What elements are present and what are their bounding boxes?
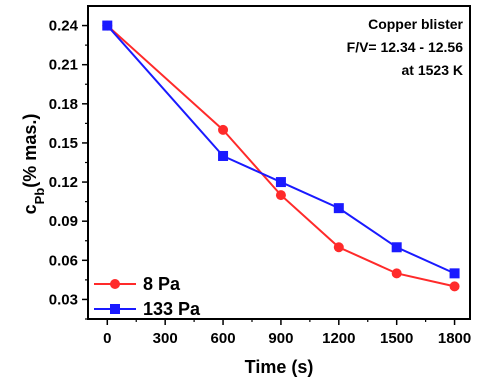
data-point xyxy=(102,20,113,31)
x-tick-label: 1800 xyxy=(438,330,471,347)
data-point xyxy=(275,190,286,201)
legend: 8 Pa 133 Pa xyxy=(94,274,201,319)
annotation-line-2: F/V= 12.34 - 12.56 xyxy=(347,39,464,55)
x-tick-label: 300 xyxy=(153,330,178,347)
x-tick-label: 0 xyxy=(103,330,111,347)
y-axis-title: cPb(% mas.) xyxy=(20,114,47,215)
annotation-line-1: Copper blister xyxy=(368,16,463,32)
legend-item-8pa: 8 Pa xyxy=(94,274,181,294)
legend-marker-133pa xyxy=(110,304,120,314)
data-point xyxy=(391,268,402,279)
y-tick-label: 0.12 xyxy=(49,174,78,191)
legend-label-133pa: 133 Pa xyxy=(143,299,201,319)
data-point xyxy=(449,268,460,279)
y-axis: 0.03 0.06 0.09 0.12 0.15 0.18 0.21 0.24 xyxy=(49,18,88,320)
x-tick-label: 1200 xyxy=(322,330,355,347)
series-2 xyxy=(102,20,460,279)
data-point xyxy=(218,150,229,161)
x-axis-title: Time (s) xyxy=(245,357,314,377)
data-point xyxy=(218,124,229,135)
annotation-line-3: at 1523 K xyxy=(402,62,463,78)
data-point xyxy=(391,242,402,253)
x-axis: 0 300 600 900 1200 1500 1800 xyxy=(103,319,471,347)
y-tick-label: 0.15 xyxy=(49,135,78,152)
series-line xyxy=(106,24,455,275)
y-tick-label: 0.09 xyxy=(49,213,78,230)
data-point xyxy=(333,242,344,253)
legend-label-8pa: 8 Pa xyxy=(143,274,181,294)
series-line xyxy=(106,24,455,288)
x-tick-label: 1500 xyxy=(380,330,413,347)
x-tick-label: 900 xyxy=(268,330,293,347)
data-point xyxy=(275,177,286,188)
y-axis-title-main: c xyxy=(20,204,40,214)
series-layer xyxy=(102,20,460,292)
data-point xyxy=(449,281,460,292)
legend-item-133pa: 133 Pa xyxy=(94,299,201,319)
y-tick-label: 0.03 xyxy=(49,291,78,308)
y-tick-label: 0.18 xyxy=(49,96,78,113)
y-tick-label: 0.21 xyxy=(49,57,78,74)
y-axis-title-rest: (% mas.) xyxy=(20,114,40,188)
chart-annotation: Copper blister F/V= 12.34 - 12.56 at 152… xyxy=(347,16,464,78)
x-tick-label: 600 xyxy=(211,330,236,347)
y-tick-label: 0.06 xyxy=(49,252,78,269)
y-tick-label: 0.24 xyxy=(49,18,79,35)
series-1 xyxy=(102,20,460,292)
y-axis-title-sub: Pb xyxy=(32,188,47,205)
data-point xyxy=(333,203,344,214)
legend-marker-8pa xyxy=(110,279,120,289)
